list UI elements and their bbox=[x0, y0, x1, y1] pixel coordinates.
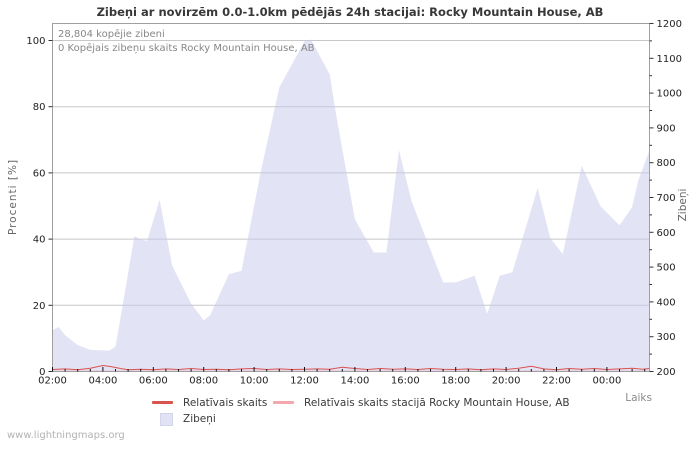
axis-tick-label: 14:00 bbox=[340, 376, 369, 387]
right-axis-title: Zibeņi bbox=[677, 188, 689, 222]
watermark-link: www.lightningmaps.org bbox=[7, 430, 125, 441]
left-axis-title: Procenti [%] bbox=[7, 158, 19, 236]
axis-tick-label: 0 bbox=[39, 367, 45, 378]
axis-tick-label: 80 bbox=[33, 102, 46, 113]
axis-tick-label: 1200 bbox=[657, 19, 682, 30]
lightning-area-swatch bbox=[160, 413, 173, 426]
axis-tick-label: 1100 bbox=[657, 54, 682, 65]
axis-tick-label: 60 bbox=[33, 168, 46, 179]
axis-tick-label: 40 bbox=[33, 235, 46, 246]
axis-tick-label: 22:00 bbox=[542, 376, 571, 387]
axis-tick-label: 200 bbox=[657, 367, 676, 378]
legend-label: Relatīvais skaits bbox=[183, 397, 268, 409]
axis-tick-label: 900 bbox=[657, 123, 676, 134]
axis-tick-label: 06:00 bbox=[139, 376, 168, 387]
axis-tick-label: 00:00 bbox=[592, 376, 621, 387]
axis-tick-label: 20:00 bbox=[492, 376, 521, 387]
axis-tick-label: 100 bbox=[26, 36, 45, 47]
axis-tick-label: 800 bbox=[657, 158, 676, 169]
relative-count-line bbox=[52, 364, 650, 371]
axis-tick-label: 600 bbox=[657, 228, 676, 239]
lightning-area-series bbox=[52, 39, 650, 372]
axis-tick-label: 400 bbox=[657, 297, 676, 308]
legend-item-station-relative-count: Relatīvais skaits stacijā Rocky Mountain… bbox=[273, 396, 573, 410]
relative-count-line-swatch bbox=[152, 401, 173, 404]
axis-tick-label: 1000 bbox=[657, 89, 682, 100]
legend-item-lightning-area: Zibeņi bbox=[152, 412, 302, 426]
axis-tick-label: 02:00 bbox=[38, 376, 67, 387]
x-axis-title: Laiks bbox=[625, 392, 652, 404]
chart-title: Zibeņi ar novirzēm 0.0-1.0km pēdējās 24h… bbox=[96, 5, 604, 19]
axis-tick-label: 18:00 bbox=[441, 376, 470, 387]
axis-tick-label: 20 bbox=[33, 301, 46, 312]
legend-item-relative-count: Relatīvais skaits bbox=[152, 396, 302, 410]
legend-label: Zibeņi bbox=[183, 413, 216, 425]
total-lightning-annotation: 28,804 kopējie zibeni bbox=[58, 29, 165, 40]
axis-tick-label: 10:00 bbox=[240, 376, 269, 387]
axis-tick-label: 500 bbox=[657, 263, 676, 274]
axis-tick-label: 08:00 bbox=[189, 376, 218, 387]
axis-tick-label: 300 bbox=[657, 332, 676, 343]
station-total-annotation: 0 Kopējais zibeņu skaits Rocky Mountain … bbox=[58, 43, 315, 54]
axis-tick-label: 04:00 bbox=[88, 376, 117, 387]
axis-tick-label: 700 bbox=[657, 193, 676, 204]
station-relative-count-line-swatch bbox=[273, 401, 294, 404]
axis-tick-label: 16:00 bbox=[391, 376, 420, 387]
legend-label: Relatīvais skaits stacijā Rocky Mountain… bbox=[304, 397, 570, 409]
axis-tick-label: 12:00 bbox=[290, 376, 319, 387]
